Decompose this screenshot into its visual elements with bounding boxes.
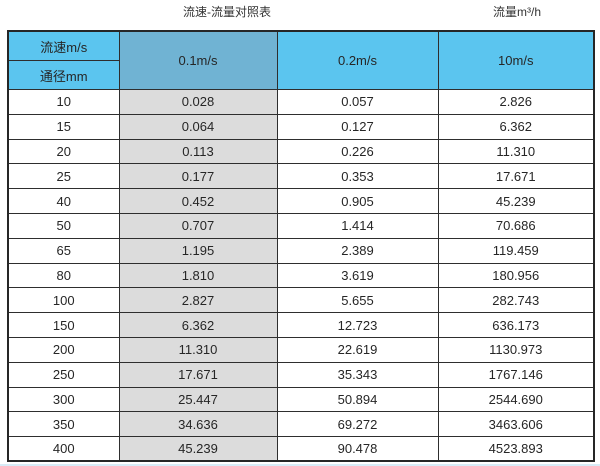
flow-value-cell: 0.226	[276, 138, 439, 165]
flow-value-cell: 1130.973	[437, 336, 595, 363]
bottom-strip	[0, 464, 600, 466]
table-row: 100 2.827 5.655 282.743	[7, 287, 595, 314]
diameter-cell: 20	[7, 138, 120, 165]
header-cell-velocity-10: 10m/s	[437, 30, 595, 90]
header-row-bottom: 通径mm	[7, 60, 594, 90]
table-row: 40 0.452 0.905 45.239	[7, 188, 595, 214]
flow-value-cell: 6.362	[118, 312, 278, 338]
diameter-cell: 350	[7, 411, 120, 438]
diameter-cell: 50	[7, 212, 120, 239]
header-cell-velocity-0.1: 0.1m/s	[118, 30, 278, 90]
header-cell-velocity-0.2: 0.2m/s	[276, 30, 439, 90]
diameter-cell: 15	[7, 113, 120, 140]
flow-value-cell: 2.389	[276, 237, 439, 264]
table-row: 200 11.310 22.619 1130.973	[7, 336, 595, 363]
flow-value-cell: 90.478	[276, 436, 439, 462]
corner-cell-diameter-label: 通径mm	[7, 60, 120, 90]
table-body: 10 0.028 0.057 2.826 15 0.064 0.127 6.362 20 0.11…	[7, 89, 595, 462]
flow-value-cell: 0.113	[118, 138, 278, 165]
flow-value-cell: 1.195	[118, 237, 278, 264]
flow-value-cell: 34.636	[118, 411, 278, 438]
flow-value-cell: 45.239	[118, 436, 278, 462]
diameter-cell: 200	[7, 336, 120, 363]
flow-value-cell: 0.707	[118, 212, 278, 239]
flow-value-cell: 35.343	[276, 361, 439, 388]
diameter-cell: 400	[7, 436, 120, 462]
table-row: 10 0.028 0.057 2.826	[7, 89, 595, 115]
diameter-cell: 150	[7, 312, 120, 338]
flow-value-cell: 282.743	[437, 287, 595, 314]
diameter-cell: 80	[7, 262, 120, 289]
flow-value-cell: 0.028	[118, 89, 278, 115]
table-row: 350 34.636 69.272 3463.606	[7, 411, 595, 438]
flow-unit-label: 流量m³/h	[492, 5, 542, 19]
flow-value-cell: 2.827	[118, 287, 278, 314]
table-row: 50 0.707 1.414 70.686	[7, 212, 595, 239]
table-row: 25 0.177 0.353 17.671	[7, 163, 595, 190]
table-row: 20 0.113 0.226 11.310	[7, 138, 595, 165]
flow-value-cell: 3.619	[276, 262, 439, 289]
flow-value-cell: 119.459	[437, 237, 595, 264]
table-row: 80 1.810 3.619 180.956	[7, 262, 595, 289]
flow-value-cell: 0.064	[118, 113, 278, 140]
flow-rate-table: 流速m/s 0.1m/s 0.2m/s 10m/s 通径mm 10 0.028 0.…	[7, 30, 595, 463]
flow-value-cell: 12.723	[276, 312, 439, 338]
flow-value-cell: 17.671	[118, 361, 278, 388]
flow-value-cell: 69.272	[276, 411, 439, 438]
diameter-cell: 300	[7, 386, 120, 413]
flow-value-cell: 17.671	[437, 163, 595, 190]
table-row: 150 6.362 12.723 636.173	[7, 312, 595, 338]
header-row-top: 流速m/s 0.1m/s 0.2m/s 10m/s	[7, 30, 595, 90]
flow-value-cell: 636.173	[437, 312, 595, 338]
flow-value-cell: 70.686	[437, 212, 595, 239]
flow-value-cell: 45.239	[437, 188, 595, 214]
flow-value-cell: 1.414	[276, 212, 439, 239]
flow-value-cell: 2.826	[437, 89, 595, 115]
flow-value-cell: 1.810	[118, 262, 278, 289]
flow-value-cell: 3463.606	[437, 411, 595, 438]
flow-value-cell: 180.956	[437, 262, 595, 289]
flow-value-cell: 6.362	[437, 113, 595, 140]
flow-value-cell: 0.905	[276, 188, 439, 214]
flow-value-cell: 11.310	[118, 336, 278, 363]
flow-value-cell: 5.655	[276, 287, 439, 314]
flow-value-cell: 0.127	[276, 113, 439, 140]
diameter-cell: 250	[7, 361, 120, 388]
flow-value-cell: 25.447	[118, 386, 278, 413]
diameter-cell: 25	[7, 163, 120, 190]
table-row: 300 25.447 50.894 2544.690	[7, 386, 595, 413]
table-row: 250 17.671 35.343 1767.146	[7, 361, 595, 388]
table-row: 400 45.239 90.478 4523.893	[7, 436, 595, 462]
table-row: 65 1.195 2.389 119.459	[7, 237, 595, 264]
flow-value-cell: 22.619	[276, 336, 439, 363]
table-title: 流速-流量对照表	[183, 5, 271, 19]
flow-value-cell: 0.057	[276, 89, 439, 115]
diameter-cell: 40	[7, 188, 120, 214]
diameter-cell: 10	[7, 89, 120, 115]
diameter-cell: 100	[7, 287, 120, 314]
table-header: 流速m/s 0.1m/s 0.2m/s 10m/s 通径mm	[7, 30, 595, 90]
flow-value-cell: 0.353	[276, 163, 439, 190]
table-row: 15 0.064 0.127 6.362	[7, 113, 595, 140]
flow-value-cell: 0.452	[118, 188, 278, 214]
flow-value-cell: 0.177	[118, 163, 278, 190]
corner-cell-velocity-label: 流速m/s	[7, 30, 120, 61]
flow-value-cell: 1767.146	[437, 361, 595, 388]
flow-value-cell: 50.894	[276, 386, 439, 413]
flow-value-cell: 11.310	[437, 138, 595, 165]
flow-value-cell: 4523.893	[437, 436, 595, 462]
flow-value-cell: 2544.690	[437, 386, 595, 413]
diameter-cell: 65	[7, 237, 120, 264]
